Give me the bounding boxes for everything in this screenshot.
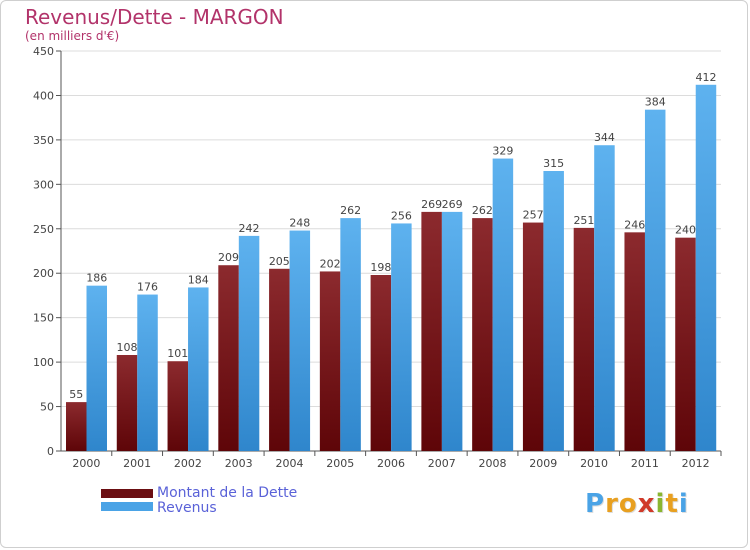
data-label: 262	[340, 204, 361, 217]
bar-revenus	[695, 84, 717, 452]
bar-dette	[522, 222, 544, 451]
bar-revenus	[289, 230, 311, 451]
x-tick-label: 2012	[682, 457, 710, 470]
bar-revenus	[340, 218, 361, 451]
data-label: 198	[370, 261, 391, 274]
data-label: 246	[624, 218, 645, 231]
data-label: 269	[442, 198, 463, 211]
bar-revenus	[441, 211, 463, 451]
y-tick-label: 450	[33, 45, 54, 58]
y-tick-label: 200	[33, 267, 54, 280]
bar-dette	[472, 218, 493, 451]
bar-revenus	[391, 223, 412, 451]
data-label: 251	[573, 214, 594, 227]
x-tick-label: 2005	[326, 457, 354, 470]
bar-dette	[66, 402, 87, 451]
x-tick-label: 2006	[377, 457, 405, 470]
bar-dette	[421, 211, 442, 451]
data-labels: 55 186 108 176 101 184 209 242 205 248 202 262 198 25…	[69, 71, 716, 401]
data-label: 329	[492, 145, 513, 158]
data-label: 184	[188, 273, 209, 286]
x-tick-label: 2002	[174, 457, 202, 470]
chart-subtitle: (en milliers d'€)	[25, 29, 120, 43]
bar-dette	[167, 361, 189, 451]
y-tick-label: 400	[33, 89, 54, 102]
bar-dette	[624, 232, 645, 451]
x-tick-label: 2001	[123, 457, 151, 470]
data-label: 186	[86, 272, 107, 285]
y-tick-label: 100	[33, 356, 54, 369]
bar-dette	[319, 271, 341, 451]
legend-swatch-debt	[101, 489, 153, 498]
data-label: 248	[289, 217, 310, 230]
chart-title: Revenus/Dette - MARGON	[25, 5, 284, 29]
bar-dette	[116, 355, 138, 451]
x-tick-label: 2003	[225, 457, 253, 470]
bar-revenus	[188, 287, 209, 451]
x-tick-label: 2008	[479, 457, 507, 470]
bar-revenus	[137, 294, 158, 451]
y-tick-label: 50	[40, 401, 54, 414]
data-label: 55	[69, 388, 83, 401]
x-tick-label: 2000	[72, 457, 100, 470]
y-tick-label: 300	[33, 178, 54, 191]
data-label: 108	[117, 341, 138, 354]
data-label: 209	[218, 251, 239, 264]
data-label: 176	[137, 281, 158, 294]
data-label: 262	[472, 204, 493, 217]
data-label: 242	[239, 222, 260, 235]
legend-swatch-revenus	[101, 502, 153, 511]
x-tick-label: 2007	[428, 457, 456, 470]
bar-revenus	[492, 158, 514, 452]
data-label: 257	[523, 209, 544, 222]
data-label: 315	[543, 157, 564, 170]
data-label: 205	[269, 255, 290, 268]
legend-label-revenus: Revenus	[157, 500, 217, 516]
data-label: 256	[391, 209, 412, 222]
bar-dette	[269, 268, 290, 451]
data-label: 412	[695, 71, 716, 84]
y-tick-label: 250	[33, 223, 54, 236]
bar-dette	[370, 275, 392, 451]
data-label: 384	[645, 96, 666, 109]
bar-revenus	[238, 235, 260, 451]
x-tick-label: 2009	[529, 457, 557, 470]
x-tick-label: 2010	[580, 457, 608, 470]
y-tick-label: 0	[47, 445, 54, 458]
x-tick-label: 2004	[275, 457, 303, 470]
bar-revenus	[543, 171, 564, 451]
y-tick-label: 150	[33, 312, 54, 325]
proxiti-logo: Proxiti	[585, 489, 689, 519]
data-label: 202	[320, 257, 341, 270]
bar-dette	[573, 227, 595, 451]
data-label: 240	[675, 224, 696, 237]
bar-dette	[218, 265, 239, 451]
bar-revenus	[594, 145, 615, 451]
bar-dette	[675, 237, 696, 451]
legend-label-debt: Montant de la Dette	[157, 485, 298, 501]
data-label: 344	[594, 131, 615, 144]
bar-revenus	[644, 109, 666, 452]
y-tick-label: 350	[33, 134, 54, 147]
bars	[66, 84, 717, 452]
data-label: 269	[421, 198, 442, 211]
data-label: 101	[167, 347, 188, 360]
bar-revenus	[86, 285, 107, 451]
x-tick-label: 2011	[631, 457, 659, 470]
